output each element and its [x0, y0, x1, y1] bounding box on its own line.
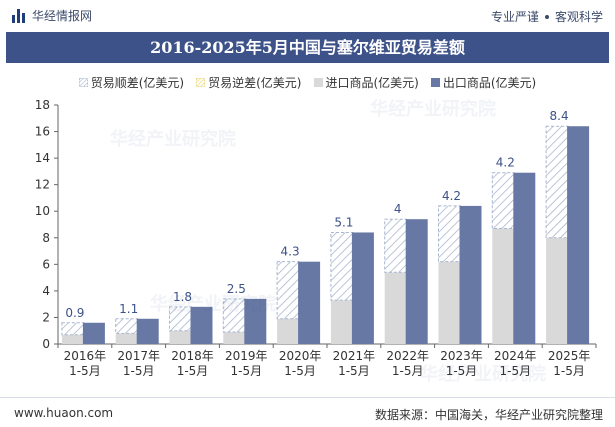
- footer: www.huaon.com 数据来源：中国海关，华经产业研究院整理: [0, 397, 615, 427]
- y-tick-label: 0: [42, 337, 50, 351]
- legend-swatch-surplus: [78, 77, 88, 87]
- bar-import: [169, 330, 192, 344]
- y-tick-label: 8: [42, 231, 50, 245]
- y-tick-label: 16: [35, 125, 50, 139]
- x-tick-label: 2023年: [440, 349, 483, 363]
- bar-surplus: [169, 306, 192, 332]
- data-label-surplus: 1.1: [119, 302, 138, 316]
- bar-chart: 0246810121416180.92016年1-5月1.12017年1-5月1…: [35, 98, 597, 378]
- data-label-surplus: 0.9: [65, 306, 84, 320]
- bar-import: [492, 228, 515, 344]
- bar-surplus: [438, 205, 461, 263]
- x-tick-label: 2025年: [548, 349, 591, 363]
- y-tick-label: 4: [42, 284, 50, 298]
- x-tick-label: 2017年: [117, 349, 160, 363]
- chart-title: 2016-2025年5月中国与塞尔维亚贸易差额: [6, 32, 609, 63]
- bar-import: [438, 261, 461, 344]
- legend-swatch-deficit: [196, 77, 206, 87]
- x-tick-label: 2019年: [225, 349, 268, 363]
- brand-logo-icon: [12, 8, 26, 23]
- x-tick-label: 2020年: [279, 349, 322, 363]
- x-tick-label: 2016年: [64, 349, 107, 363]
- bar-export: [351, 232, 374, 344]
- legend-label-deficit: 贸易逆差(亿美元): [208, 75, 302, 90]
- y-tick-label: 12: [35, 178, 50, 192]
- dot-separator-icon: [544, 14, 549, 19]
- bar-export: [513, 172, 536, 344]
- y-tick-label: 18: [35, 98, 50, 112]
- legend-item-surplus: 贸易顺差(亿美元): [78, 72, 185, 92]
- chart-legend: 贸易顺差(亿美元) 贸易逆差(亿美元) 进口商品(亿美元) 出口商品(亿美元): [0, 72, 615, 92]
- x-tick-label: 2024年: [494, 349, 537, 363]
- bar-surplus: [384, 218, 408, 273]
- bar-surplus: [276, 261, 300, 320]
- bar-import: [384, 272, 407, 344]
- legend-item-import: 进口商品(亿美元): [313, 72, 419, 92]
- bar-surplus: [222, 298, 246, 333]
- x-tick-label: 2018年: [171, 349, 214, 363]
- x-tick-label: 1-5月: [69, 364, 101, 378]
- data-label-surplus: 4.2: [496, 156, 515, 170]
- x-tick-label: 1-5月: [499, 364, 531, 378]
- data-label-surplus: 2.5: [227, 282, 246, 296]
- bar-import: [223, 332, 246, 344]
- bar-export: [82, 322, 105, 344]
- top-bar: 华经情报网 专业严谨 客观科学: [0, 0, 615, 30]
- data-label-surplus: 1.8: [173, 290, 192, 304]
- bar-surplus: [61, 322, 85, 336]
- bar-surplus: [545, 125, 569, 239]
- y-tick-label: 6: [42, 257, 50, 271]
- y-tick-label: 10: [35, 204, 50, 218]
- y-tick-label: 2: [42, 310, 50, 324]
- x-tick-label: 2021年: [333, 349, 376, 363]
- bar-export: [298, 261, 321, 344]
- y-tick-label: 14: [35, 151, 50, 165]
- tagline-right: 客观科学: [554, 10, 603, 24]
- bar-import: [115, 333, 138, 344]
- legend-item-deficit: 贸易逆差(亿美元): [196, 72, 302, 92]
- x-tick-label: 1-5月: [446, 364, 478, 378]
- bar-export: [136, 318, 159, 344]
- tagline: 专业严谨 客观科学: [491, 8, 603, 25]
- brand-name: 华经情报网: [32, 9, 93, 23]
- bar-export: [567, 126, 590, 344]
- bar-surplus: [491, 172, 515, 229]
- data-label-surplus: 4: [394, 202, 402, 216]
- data-label-surplus: 4.3: [281, 245, 300, 259]
- brand: 华经情报网: [12, 7, 92, 24]
- bar-export: [244, 298, 267, 344]
- footer-source: 数据来源：中国海关，华经产业研究院整理: [374, 408, 603, 422]
- legend-label-surplus: 贸易顺差(亿美元): [90, 75, 185, 90]
- footer-website-link[interactable]: www.huaon.com: [14, 406, 114, 420]
- bar-import: [277, 318, 300, 344]
- bar-export: [459, 205, 482, 344]
- data-label-surplus: 8.4: [550, 109, 569, 123]
- legend-label-import: 进口商品(亿美元): [325, 75, 419, 90]
- x-tick-label: 1-5月: [338, 364, 370, 378]
- x-tick-label: 1-5月: [284, 364, 316, 378]
- legend-swatch-import: [313, 77, 323, 87]
- legend-item-export: 出口商品(亿美元): [430, 72, 537, 92]
- bar-import: [546, 237, 569, 344]
- x-tick-label: 2022年: [386, 349, 429, 363]
- bar-surplus: [330, 231, 354, 301]
- bar-import: [61, 334, 84, 344]
- bar-export: [405, 219, 428, 344]
- x-tick-label: 1-5月: [553, 364, 585, 378]
- data-label-surplus: 5.1: [334, 215, 353, 229]
- data-label-surplus: 4.2: [442, 189, 461, 203]
- tagline-left: 专业严谨: [490, 10, 539, 24]
- bar-surplus: [115, 318, 139, 334]
- x-tick-label: 1-5月: [177, 364, 209, 378]
- legend-swatch-export: [430, 77, 440, 87]
- legend-label-export: 出口商品(亿美元): [442, 75, 537, 90]
- x-tick-label: 1-5月: [123, 364, 155, 378]
- x-tick-label: 1-5月: [230, 364, 262, 378]
- bar-export: [190, 306, 213, 344]
- bar-import: [330, 300, 353, 344]
- x-tick-label: 1-5月: [392, 364, 424, 378]
